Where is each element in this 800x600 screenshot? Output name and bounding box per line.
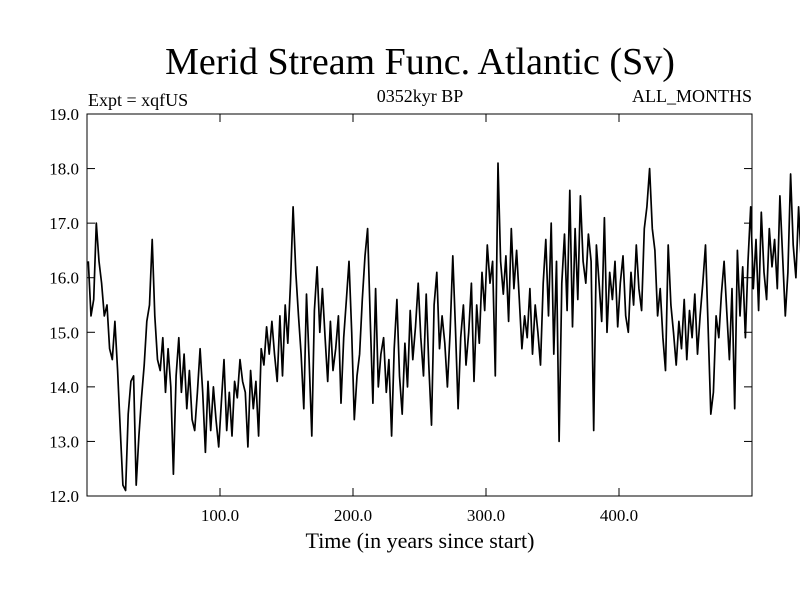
x-tick-label: 200.0: [334, 506, 372, 525]
months-label: ALL_MONTHS: [632, 86, 752, 106]
x-axis: 100.0 200.0 300.0 400.0: [201, 114, 638, 525]
y-tick-label: 14.0: [49, 378, 79, 397]
x-tick-label: 100.0: [201, 506, 239, 525]
y-tick-label: 12.0: [49, 487, 79, 506]
y-tick-label: 15.0: [49, 323, 79, 342]
experiment-label: Expt = xqfUS: [88, 90, 188, 110]
y-axis: 12.0 13.0 14.0 15.0 16.0 17.0 18.0 19.0: [49, 105, 752, 506]
x-tick-label: 400.0: [600, 506, 638, 525]
x-tick-label: 300.0: [467, 506, 505, 525]
y-tick-label: 19.0: [49, 105, 79, 124]
plot-frame: [86, 113, 753, 497]
y-tick-label: 17.0: [49, 214, 79, 233]
series-line: [87, 162, 800, 492]
y-tick-label: 13.0: [49, 432, 79, 451]
y-tick-label: 18.0: [49, 160, 79, 179]
y-tick-label: 16.0: [49, 269, 79, 288]
chart-title: Merid Stream Func. Atlantic (Sv): [165, 41, 675, 83]
period-label: 0352kyr BP: [377, 86, 464, 106]
x-axis-label: Time (in years since start): [306, 528, 535, 553]
